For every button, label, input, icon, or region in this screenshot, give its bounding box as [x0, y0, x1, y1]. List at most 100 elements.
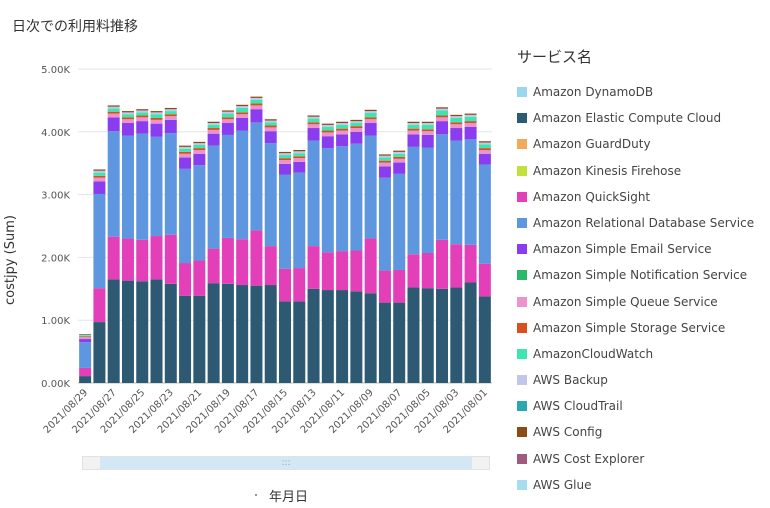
bar-segment[interactable]: [293, 172, 306, 269]
bar-segment[interactable]: [179, 263, 192, 296]
bar-segment[interactable]: [279, 163, 291, 175]
bar-segment[interactable]: [279, 301, 291, 383]
bar-segment[interactable]: [293, 301, 306, 383]
bar-segment[interactable]: [250, 285, 263, 383]
bar-segment[interactable]: [464, 113, 477, 115]
bar-segment[interactable]: [121, 280, 134, 383]
bar-segment[interactable]: [107, 131, 120, 237]
bar-segment[interactable]: [293, 156, 306, 159]
bar-segment[interactable]: [264, 127, 277, 132]
bar-segment[interactable]: [193, 141, 206, 144]
bar-segment[interactable]: [93, 193, 106, 289]
bar-segment[interactable]: [364, 135, 377, 239]
bar-segment[interactable]: [79, 339, 92, 343]
bar-segment[interactable]: [79, 336, 92, 338]
bar-segment[interactable]: [107, 236, 120, 280]
bar-segment[interactable]: [264, 119, 277, 121]
bar-segment[interactable]: [421, 129, 434, 132]
bar-segment[interactable]: [136, 117, 149, 122]
bar-segment[interactable]: [279, 155, 291, 159]
bar-segment[interactable]: [464, 114, 477, 117]
legend-item[interactable]: AWS Glue: [517, 477, 754, 503]
bar-segment[interactable]: [236, 106, 249, 108]
bar-segment[interactable]: [250, 105, 263, 110]
bar-segment[interactable]: [393, 173, 406, 270]
legend-item[interactable]: Amazon Elastic Compute Cloud: [517, 110, 754, 136]
bar-segment[interactable]: [436, 117, 449, 122]
bar-segment[interactable]: [150, 117, 163, 120]
bar-segment[interactable]: [107, 106, 120, 109]
legend-item[interactable]: AWS CloudTrail: [517, 398, 754, 424]
bar-segment[interactable]: [293, 151, 306, 154]
bar-segment[interactable]: [421, 134, 434, 148]
bar-segment[interactable]: [407, 146, 420, 255]
bar-segment[interactable]: [250, 122, 263, 231]
bar-segment[interactable]: [93, 169, 106, 171]
bar-segment[interactable]: [250, 230, 263, 286]
bar-segment[interactable]: [450, 287, 463, 383]
bar-segment[interactable]: [407, 124, 420, 129]
bar-segment[interactable]: [478, 141, 491, 143]
bar-segment[interactable]: [436, 239, 449, 289]
bar-segment[interactable]: [193, 148, 206, 151]
bar-segment[interactable]: [321, 130, 334, 133]
bar-segment[interactable]: [436, 115, 449, 118]
bar-segment[interactable]: [236, 117, 249, 131]
bar-segment[interactable]: [79, 334, 92, 336]
bar-segment[interactable]: [478, 148, 491, 151]
bar-segment[interactable]: [179, 146, 192, 149]
bar-segment[interactable]: [179, 148, 192, 152]
bar-segment[interactable]: [179, 153, 192, 158]
bar-segment[interactable]: [150, 114, 163, 118]
chart-scrollbar-thumb[interactable]: [100, 457, 472, 469]
legend-item[interactable]: Amazon Kinesis Firehose: [517, 163, 754, 189]
bar-segment[interactable]: [478, 142, 491, 145]
legend-item[interactable]: Amazon Simple Queue Service: [517, 294, 754, 320]
bar-segment[interactable]: [150, 236, 163, 280]
bar-segment[interactable]: [207, 283, 220, 383]
bar-segment[interactable]: [336, 251, 349, 291]
bar-segment[interactable]: [279, 160, 291, 164]
bar-segment[interactable]: [164, 107, 177, 110]
bar-segment[interactable]: [250, 96, 263, 98]
bar-segment[interactable]: [264, 143, 277, 247]
bar-segment[interactable]: [121, 112, 134, 115]
bar-segment[interactable]: [150, 279, 163, 383]
bar-segment[interactable]: [450, 244, 463, 288]
bar-segment[interactable]: [336, 123, 349, 125]
bar-segment[interactable]: [336, 146, 349, 252]
bar-segment[interactable]: [250, 97, 263, 100]
bar-segment[interactable]: [478, 296, 491, 383]
bar-segment[interactable]: [107, 111, 120, 114]
bar-segment[interactable]: [93, 175, 106, 178]
bar-segment[interactable]: [421, 131, 434, 135]
bar-segment[interactable]: [250, 99, 263, 104]
legend-item[interactable]: Amazon GuardDuty: [517, 136, 754, 162]
bar-segment[interactable]: [150, 112, 163, 115]
bar-segment[interactable]: [436, 121, 449, 135]
bar-segment[interactable]: [293, 268, 306, 302]
bar-segment[interactable]: [421, 147, 434, 254]
bar-segment[interactable]: [221, 237, 234, 284]
bar-segment[interactable]: [136, 133, 149, 240]
bar-segment[interactable]: [179, 145, 192, 147]
bar-segment[interactable]: [350, 131, 363, 144]
bar-segment[interactable]: [93, 172, 106, 176]
bar-segment[interactable]: [93, 322, 106, 383]
bar-segment[interactable]: [179, 151, 192, 154]
bar-segment[interactable]: [364, 117, 377, 120]
bar-segment[interactable]: [93, 181, 106, 194]
bar-segment[interactable]: [450, 116, 463, 118]
bar-segment[interactable]: [378, 177, 391, 271]
bar-segment[interactable]: [421, 253, 434, 289]
bar-segment[interactable]: [407, 128, 420, 131]
bar-segment[interactable]: [136, 110, 149, 113]
bar-segment[interactable]: [464, 244, 477, 283]
bar-segment[interactable]: [378, 270, 391, 303]
bar-segment[interactable]: [307, 128, 320, 141]
bar-segment[interactable]: [164, 114, 177, 117]
bar-segment[interactable]: [250, 109, 263, 123]
bar-segment[interactable]: [150, 119, 163, 124]
bar-segment[interactable]: [336, 124, 349, 129]
bar-segment[interactable]: [393, 156, 406, 159]
